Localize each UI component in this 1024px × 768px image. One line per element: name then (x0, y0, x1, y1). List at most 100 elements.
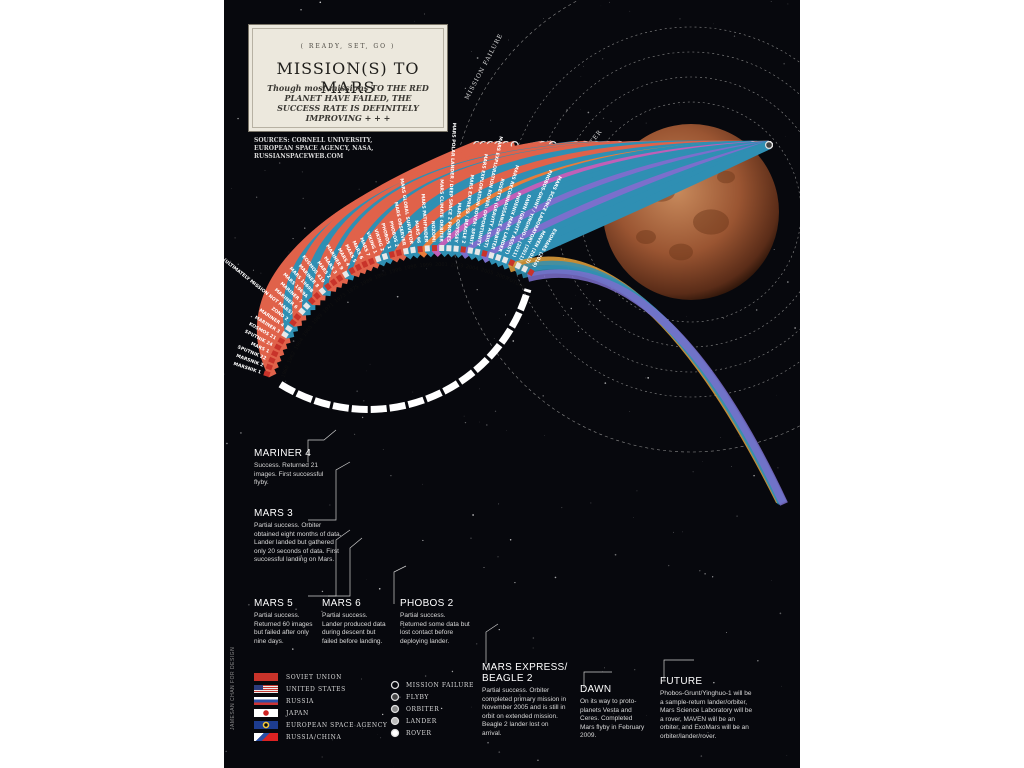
star-dot (292, 648, 294, 650)
mission-flag-icon (481, 249, 488, 258)
star-dot (629, 10, 631, 12)
star-dot (738, 436, 740, 437)
star-dot (231, 188, 233, 189)
year-label: 1969 (311, 313, 324, 326)
star-dot (786, 755, 788, 756)
annotation-mars6: MARS 6 Partial success. Lander produced … (322, 598, 388, 646)
star-dot (483, 567, 485, 568)
annotation-future: FUTURE Phobos-Grunt/Yinghuo-1 will be a … (660, 676, 756, 741)
mission-flag-icon (474, 248, 481, 256)
star-dot (614, 553, 617, 556)
legend-label: UNITED STATES (286, 686, 346, 693)
star-dot (319, 1, 322, 4)
star-dot (360, 678, 362, 680)
star-dot (237, 263, 239, 265)
star-dot (672, 531, 674, 533)
mission-flag-icon (488, 251, 495, 259)
star-dot (332, 739, 333, 741)
legend-label: LANDER (406, 718, 437, 725)
star-dot (362, 728, 363, 729)
star-dot (422, 539, 424, 542)
starfield-background (224, 0, 796, 768)
annotation-heading: MARS 3 (254, 508, 294, 519)
star-dot (321, 610, 323, 612)
mission-strand (520, 265, 787, 505)
star-dot (225, 750, 227, 753)
star-dot (347, 301, 349, 303)
year-label: 1992 (374, 271, 388, 281)
japan-flag-icon (254, 709, 278, 717)
mission-flag-icon (348, 266, 356, 275)
star-dot (636, 490, 638, 492)
star-dot (602, 58, 604, 60)
star-dot (403, 626, 405, 628)
star-dot (358, 188, 360, 190)
mission-flag-icon (439, 244, 445, 252)
star-dot (488, 712, 490, 714)
annotation-mars3: MARS 3 Partial success. Orbiter obtained… (254, 508, 342, 565)
star-dot (234, 237, 236, 239)
annotation-heading: MARS EXPRESS/ BEAGLE 2 (482, 662, 568, 684)
legend-label: EUROPEAN SPACE AGENCY (286, 722, 388, 729)
mission-flag-icon (318, 287, 327, 296)
star-dot (476, 643, 478, 645)
star-dot (250, 315, 253, 318)
star-dot (753, 474, 755, 477)
mission-flag-icon (265, 363, 273, 371)
annotation-leader-line (307, 429, 337, 462)
soviet-flag-icon (254, 673, 278, 681)
star-dot (382, 713, 384, 716)
mission-flag-icon (289, 318, 297, 327)
legend-label: RUSSIA (286, 698, 314, 705)
star-dot (726, 631, 727, 633)
infographic-poster: MISSION FAILURE FLYBY ORBITER LANDER ROVER 19… (224, 0, 800, 768)
star-dot (295, 608, 297, 611)
mission-flag-icon (424, 245, 431, 252)
orbiter-dot-icon (390, 704, 400, 714)
year-label: 1965 (302, 324, 314, 338)
star-dot (230, 260, 232, 262)
mars-surface-patch (636, 230, 656, 244)
star-dot (451, 670, 454, 673)
annotation-leader-line (663, 659, 694, 680)
mission-flag-icon (381, 252, 389, 261)
star-dot (380, 737, 382, 739)
mission-flag-icon (417, 245, 423, 253)
mission-flag-icon (263, 370, 271, 378)
star-dot (505, 314, 507, 316)
mission-flag-icon (460, 246, 467, 253)
mission-flag-icon (335, 274, 344, 283)
star-dot (508, 39, 509, 41)
mission-flag-icon (329, 278, 338, 287)
star-dot (422, 483, 424, 485)
star-dot (542, 395, 544, 397)
mission-flag-icon (284, 324, 293, 333)
star-dot (321, 756, 323, 758)
year-label: 1971 (322, 302, 335, 315)
star-dot (253, 282, 255, 284)
mission-label: PHOBOS 2 (388, 220, 400, 247)
star-dot (486, 669, 488, 671)
star-dot (292, 340, 295, 343)
annotation-leader-line (308, 529, 351, 597)
mission-flag-icon (467, 247, 474, 254)
star-dot (570, 307, 573, 310)
star-dot (489, 119, 492, 121)
annotation-leader-line (583, 671, 612, 688)
sources-note: SOURCES: CORNELL UNIVERSITY, EUROPEAN SP… (254, 137, 374, 160)
star-dot (304, 227, 306, 229)
star-dot (692, 471, 694, 473)
star-dot (733, 35, 736, 37)
annotation-heading: MARS 5 (254, 598, 294, 609)
star-dot (561, 338, 562, 340)
legend-label: JAPAN (286, 710, 309, 717)
mission-flag-icon (514, 261, 522, 270)
star-dot (770, 0, 772, 2)
outcome-dot (764, 141, 773, 150)
star-dot (514, 581, 516, 584)
mission-strand (514, 260, 786, 505)
star-dot (779, 612, 782, 615)
mission-flag-icon (395, 249, 402, 257)
annotation-phobos2: PHOBOS 2 Partial success. Returned some … (400, 598, 470, 646)
star-dot (794, 327, 796, 329)
